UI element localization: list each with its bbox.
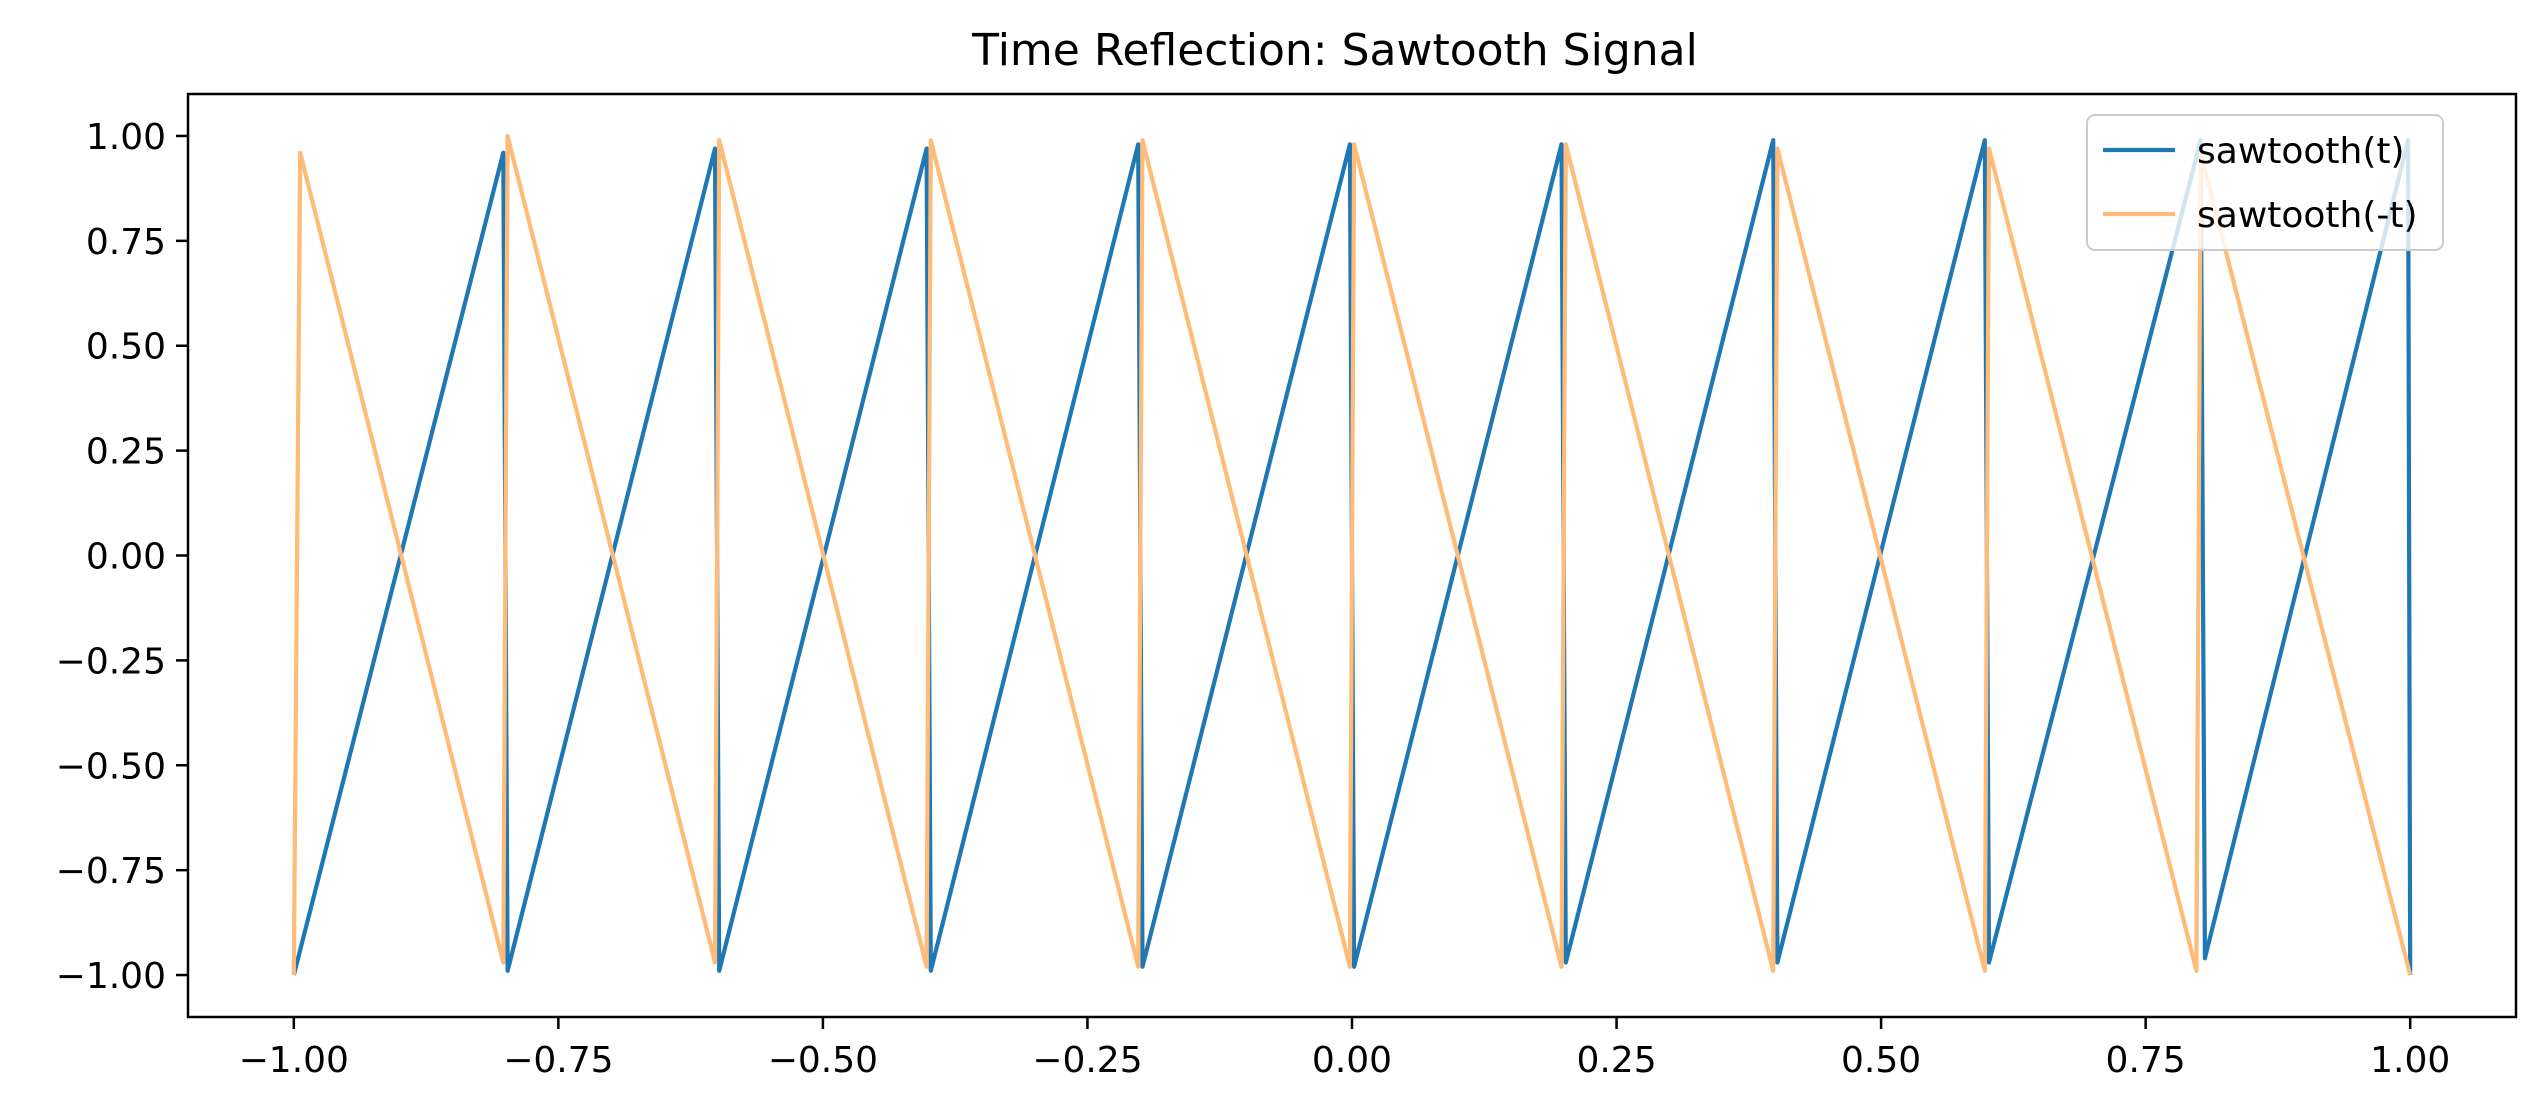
y-tick-label: 0.50 [86,327,166,368]
series-layer [291,133,2413,976]
y-tick-label: −1.00 [56,956,166,997]
x-tick-label: 0.25 [1576,1040,1656,1081]
x-tick-label: 1.00 [2370,1040,2450,1081]
legend-label: sawtooth(t) [2197,131,2405,172]
x-tick-label: −1.00 [239,1040,349,1081]
chart-title: Time Reflection: Sawtooth Signal [971,25,1698,76]
x-tick-label: −0.50 [768,1040,878,1081]
x-tick-label: 0.00 [1312,1040,1392,1081]
y-tick-label: 0.75 [86,222,166,263]
x-tick-label: −0.75 [503,1040,613,1081]
legend-box [2086,114,2444,251]
y-tick-label: −0.25 [56,641,166,682]
y-tick-label: −0.75 [56,851,166,892]
x-tick-label: 0.50 [1841,1040,1921,1081]
x-tick-label: 0.75 [2106,1040,2186,1081]
series-line-sawtooth-neg-t [291,133,2413,976]
y-tick-label: 0.25 [86,432,166,473]
y-tick-label: −0.50 [56,746,166,787]
y-tick-label: 0.00 [86,537,166,578]
x-tick-label: −0.25 [1032,1040,1142,1081]
legend-label: sawtooth(-t) [2197,195,2418,236]
y-tick-label: 1.00 [86,117,166,158]
x-axis: −1.00 −0.75 −0.50 −0.25 0.00 0.25 0.50 0.75 1.00 [239,1017,2450,1081]
legend: sawtooth(t) sawtooth(-t) [2086,114,2444,251]
y-axis: −1.00 −0.75 −0.50 −0.25 0.00 0.25 0.50 0.75 1.00 [56,117,188,997]
